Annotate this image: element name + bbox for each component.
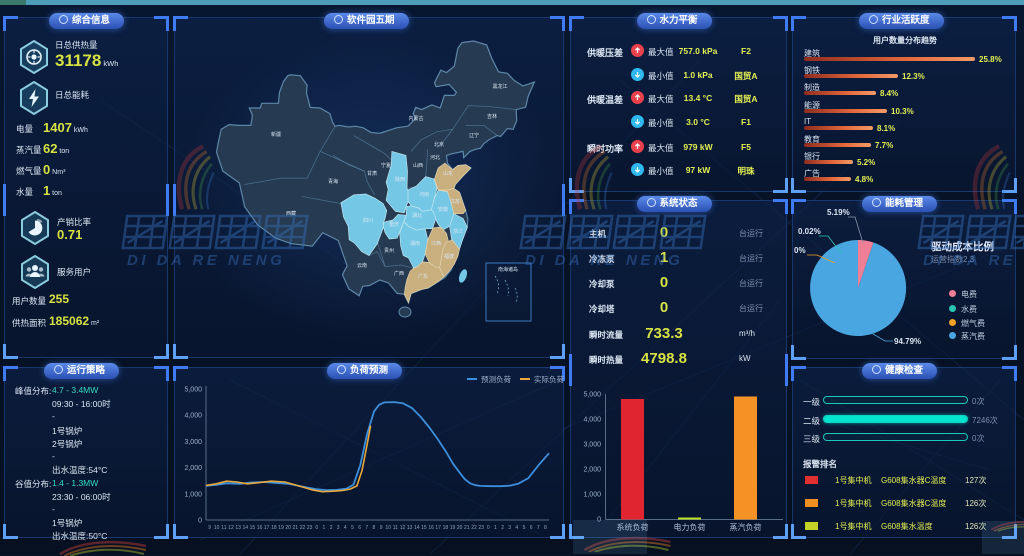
svg-text:江西: 江西 xyxy=(431,240,441,247)
svg-text:9: 9 xyxy=(380,525,383,531)
svg-text:北京: 北京 xyxy=(434,141,444,148)
svg-text:0: 0 xyxy=(487,525,490,531)
svg-text:5,000: 5,000 xyxy=(583,392,601,399)
svg-text:14: 14 xyxy=(414,525,420,531)
svg-text:内蒙古: 内蒙古 xyxy=(408,115,423,122)
svg-text:4: 4 xyxy=(344,525,347,531)
svg-text:1,000: 1,000 xyxy=(184,491,202,498)
svg-text:8: 8 xyxy=(373,525,376,531)
svg-text:陕西: 陕西 xyxy=(395,176,405,183)
svg-text:1,000: 1,000 xyxy=(583,492,601,499)
svg-text:5,000: 5,000 xyxy=(184,387,202,394)
svg-text:3,000: 3,000 xyxy=(184,439,202,446)
svg-text:广东: 广东 xyxy=(418,273,428,280)
svg-text:贵州: 贵州 xyxy=(384,247,394,254)
svg-text:20: 20 xyxy=(457,525,463,531)
svg-text:5: 5 xyxy=(523,525,526,531)
svg-text:6: 6 xyxy=(530,525,533,531)
svg-text:青海: 青海 xyxy=(328,178,338,185)
svg-text:18: 18 xyxy=(443,525,449,531)
svg-text:11: 11 xyxy=(393,525,398,531)
svg-text:10: 10 xyxy=(214,525,220,531)
svg-text:22: 22 xyxy=(471,525,477,531)
svg-text:13: 13 xyxy=(407,525,413,531)
svg-text:15: 15 xyxy=(250,525,256,531)
svg-text:实际负荷: 实际负荷 xyxy=(534,374,564,384)
svg-text:7: 7 xyxy=(537,525,540,531)
svg-text:21: 21 xyxy=(464,525,470,531)
svg-text:山西: 山西 xyxy=(413,162,423,169)
svg-text:21: 21 xyxy=(293,525,299,531)
svg-text:电力负荷: 电力负荷 xyxy=(674,522,706,532)
svg-text:2: 2 xyxy=(330,525,333,531)
svg-text:2: 2 xyxy=(501,525,504,531)
svg-text:3: 3 xyxy=(508,525,511,531)
svg-text:1: 1 xyxy=(494,525,497,531)
svg-text:预测负荷: 预测负荷 xyxy=(481,374,511,384)
svg-text:16: 16 xyxy=(257,525,263,531)
svg-text:福建: 福建 xyxy=(444,253,454,260)
svg-text:16: 16 xyxy=(428,525,434,531)
svg-text:2,000: 2,000 xyxy=(184,465,202,472)
svg-text:17: 17 xyxy=(435,525,441,531)
svg-text:4: 4 xyxy=(515,525,518,531)
svg-text:河北: 河北 xyxy=(430,154,440,161)
svg-text:19: 19 xyxy=(278,525,284,531)
svg-text:12: 12 xyxy=(228,525,234,531)
svg-text:2,000: 2,000 xyxy=(583,467,601,474)
svg-text:12: 12 xyxy=(400,525,406,531)
svg-text:5: 5 xyxy=(351,525,354,531)
svg-text:14: 14 xyxy=(243,525,249,531)
svg-text:江苏: 江苏 xyxy=(450,198,460,205)
svg-text:20: 20 xyxy=(285,525,291,531)
svg-text:吉林: 吉林 xyxy=(487,113,497,120)
svg-text:19: 19 xyxy=(450,525,456,531)
svg-text:山东: 山东 xyxy=(443,170,453,177)
svg-text:西藏: 西藏 xyxy=(286,210,296,217)
svg-text:湖北: 湖北 xyxy=(412,212,422,219)
svg-text:南海诸岛: 南海诸岛 xyxy=(498,266,518,273)
svg-text:7: 7 xyxy=(365,525,368,531)
svg-text:河南: 河南 xyxy=(419,191,429,198)
svg-text:13: 13 xyxy=(235,525,241,531)
svg-text:18: 18 xyxy=(271,525,277,531)
svg-text:9: 9 xyxy=(208,525,211,531)
svg-text:四川: 四川 xyxy=(363,218,373,224)
svg-text:10: 10 xyxy=(385,525,391,531)
svg-text:湖南: 湖南 xyxy=(410,240,420,247)
svg-text:安徽: 安徽 xyxy=(438,206,448,213)
svg-text:3: 3 xyxy=(337,525,340,531)
svg-text:重庆: 重庆 xyxy=(389,221,399,228)
svg-text:17: 17 xyxy=(264,525,270,531)
svg-text:宁夏: 宁夏 xyxy=(381,162,391,169)
svg-text:0: 0 xyxy=(315,525,318,531)
svg-text:15: 15 xyxy=(421,525,427,531)
svg-text:广西: 广西 xyxy=(394,270,404,277)
svg-text:23: 23 xyxy=(478,525,484,531)
svg-text:4,000: 4,000 xyxy=(583,417,601,424)
svg-text:辽宁: 辽宁 xyxy=(469,132,479,139)
svg-text:黑龙江: 黑龙江 xyxy=(492,83,507,90)
svg-text:23: 23 xyxy=(307,525,313,531)
svg-text:甘肃: 甘肃 xyxy=(367,170,377,177)
svg-text:新疆: 新疆 xyxy=(271,131,281,138)
svg-text:6: 6 xyxy=(358,525,361,531)
svg-text:22: 22 xyxy=(300,525,306,531)
svg-text:0: 0 xyxy=(198,518,202,525)
svg-text:8: 8 xyxy=(544,525,547,531)
svg-text:1: 1 xyxy=(323,525,326,531)
svg-text:3,000: 3,000 xyxy=(583,442,601,449)
svg-text:蒸汽负荷: 蒸汽负荷 xyxy=(730,522,762,532)
svg-text:4,000: 4,000 xyxy=(184,413,202,420)
svg-text:11: 11 xyxy=(221,525,226,531)
svg-text:云南: 云南 xyxy=(357,262,367,269)
svg-text:浙江: 浙江 xyxy=(453,228,463,235)
